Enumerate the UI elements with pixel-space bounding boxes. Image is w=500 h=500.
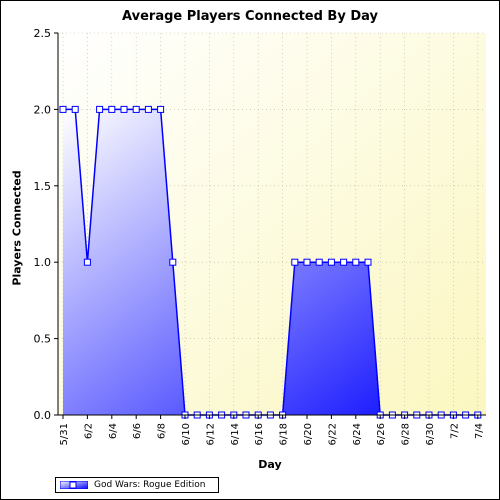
x-tick-label: 6/14 bbox=[230, 423, 241, 445]
y-tick-label: 1.5 bbox=[34, 180, 52, 193]
x-ticks: 5/31 6/2 6/4 6/6 6/8 6/10 6/12 6/14 6/16 6/18 6/20… bbox=[59, 415, 485, 445]
data-point bbox=[340, 258, 348, 266]
data-point bbox=[59, 105, 67, 113]
x-tick-label: 6/20 bbox=[303, 423, 314, 445]
x-axis-label: Day bbox=[258, 458, 282, 471]
y-axis-label: Players Connected bbox=[10, 170, 24, 286]
x-tick-label: 6/26 bbox=[376, 423, 387, 445]
x-tick-label: 7/4 bbox=[474, 423, 485, 439]
x-tick-label: 6/10 bbox=[181, 423, 192, 445]
data-point bbox=[327, 258, 335, 266]
data-point bbox=[83, 258, 91, 266]
data-point bbox=[132, 105, 140, 113]
x-tick-label: 6/22 bbox=[327, 423, 338, 445]
chart-title: Average Players Connected By Day bbox=[122, 9, 378, 24]
x-tick-label: 6/18 bbox=[279, 423, 290, 445]
data-point bbox=[291, 258, 299, 266]
data-point bbox=[303, 258, 311, 266]
legend: God Wars: Rogue Edition bbox=[55, 477, 219, 493]
legend-swatch bbox=[60, 481, 88, 489]
x-tick-label: 6/12 bbox=[205, 423, 216, 445]
data-point bbox=[169, 258, 177, 266]
legend-label: God Wars: Rogue Edition bbox=[94, 480, 206, 490]
y-tick-label: 0.5 bbox=[34, 333, 52, 346]
data-point bbox=[364, 258, 372, 266]
x-tick-label: 6/28 bbox=[401, 423, 412, 445]
y-tick-label: 2.0 bbox=[34, 103, 52, 116]
y-tick-label: 1.0 bbox=[34, 256, 52, 269]
x-tick-label: 5/31 bbox=[59, 423, 70, 445]
data-point bbox=[144, 105, 152, 113]
x-tick-label: 6/24 bbox=[352, 423, 363, 445]
data-point bbox=[108, 105, 116, 113]
y-ticks: 0.0 0.5 1.0 1.5 2.0 2.5 bbox=[34, 27, 58, 422]
data-point bbox=[352, 258, 360, 266]
x-tick-label: 6/30 bbox=[425, 423, 436, 445]
data-point bbox=[120, 105, 128, 113]
data-point bbox=[96, 105, 104, 113]
y-tick-label: 2.5 bbox=[34, 27, 52, 40]
x-tick-label: 6/16 bbox=[254, 423, 265, 445]
data-point bbox=[71, 105, 79, 113]
x-tick-label: 6/6 bbox=[132, 423, 143, 439]
y-tick-label: 0.0 bbox=[34, 409, 52, 422]
x-tick-label: 6/2 bbox=[83, 423, 94, 439]
data-point bbox=[315, 258, 323, 266]
x-tick-label: 6/4 bbox=[108, 423, 119, 439]
data-point bbox=[157, 105, 165, 113]
x-tick-label: 7/2 bbox=[449, 423, 460, 439]
x-tick-label: 6/8 bbox=[157, 423, 168, 439]
